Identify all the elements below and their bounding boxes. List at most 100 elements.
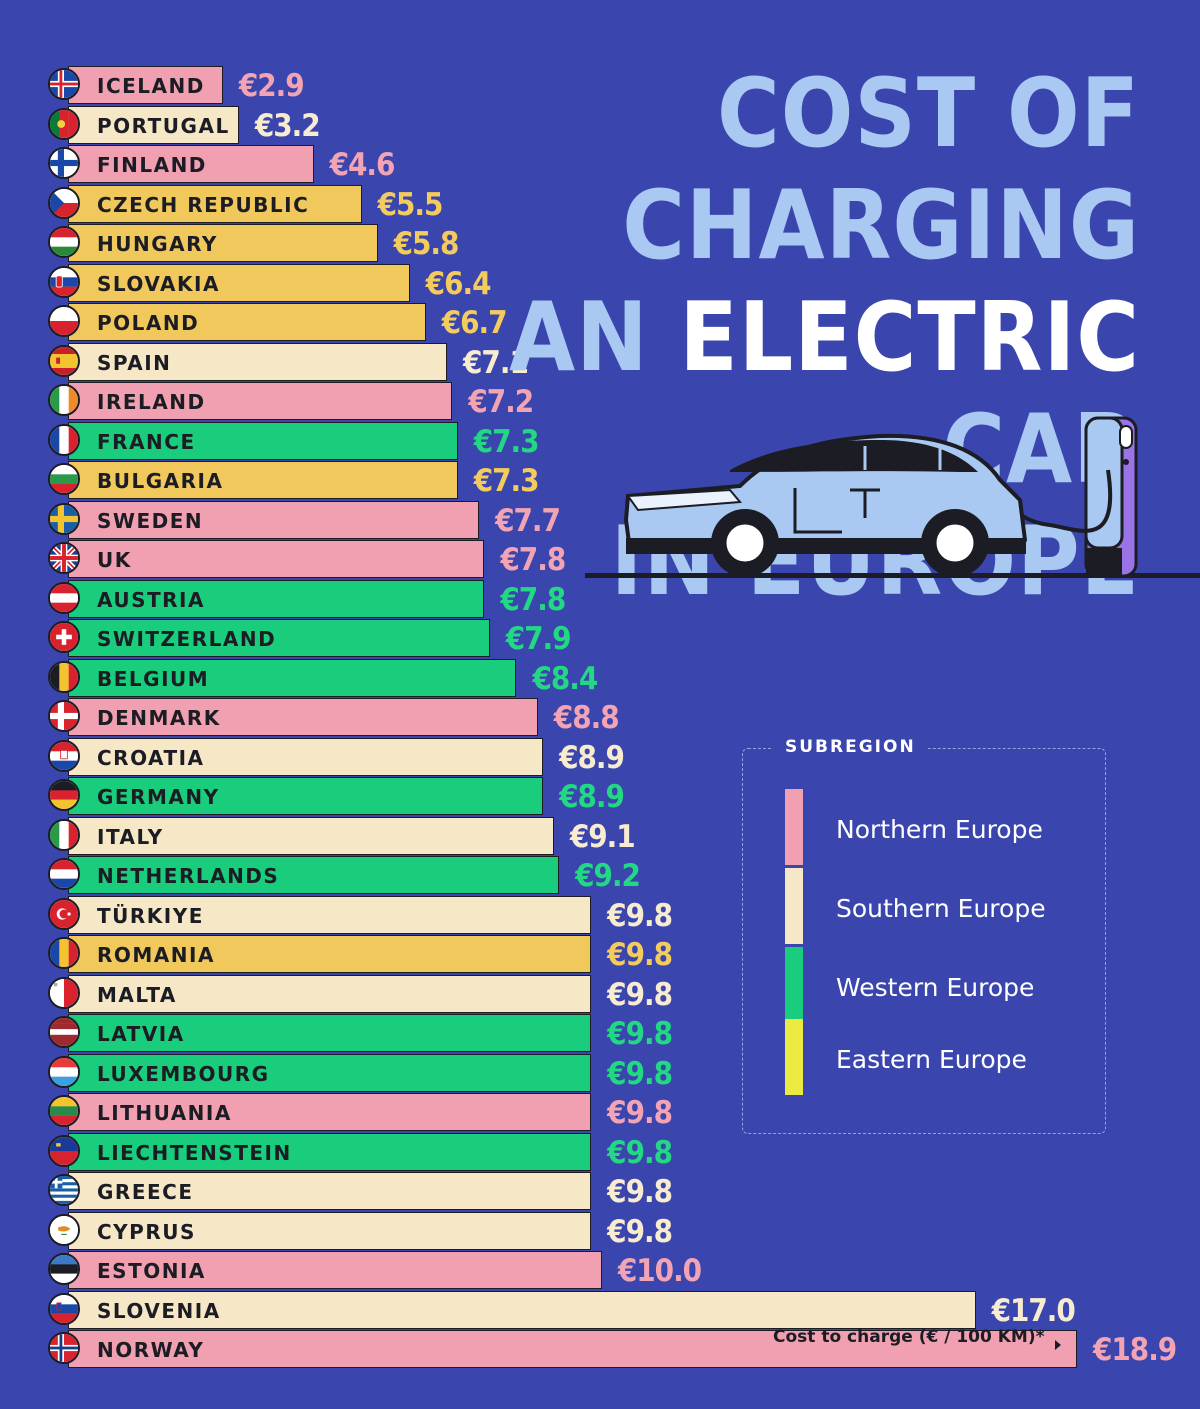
country-label: ROMANIA <box>97 943 215 967</box>
bar-row: BELGIUM €8.4 <box>48 658 616 697</box>
bar-row: HUNGARY €5.8 <box>48 224 478 262</box>
legend-swatch-southern-europe <box>785 868 803 944</box>
bar-row: LATVIA €9.8 <box>48 1014 691 1052</box>
title-line-1: COST OF CHARGING <box>622 59 1140 281</box>
ground-line <box>585 573 1200 578</box>
hungary-flag-icon <box>48 226 80 258</box>
arrow-right-icon <box>1055 1340 1061 1350</box>
bar <box>68 935 592 973</box>
country-label: LIECHTENSTEIN <box>97 1140 292 1165</box>
value-label: €7.1 <box>463 344 529 381</box>
value-label: €9.1 <box>569 818 636 855</box>
bar <box>68 105 239 144</box>
bar <box>68 184 362 223</box>
bar <box>68 1211 592 1250</box>
electric-car-icon <box>623 433 1028 577</box>
value-label: €7.9 <box>505 621 572 657</box>
value-label: €8.9 <box>559 779 625 815</box>
austria-flag-icon <box>48 581 80 614</box>
value-label: €7.3 <box>473 423 540 460</box>
value-label: €8.8 <box>553 700 620 736</box>
value-label: €9.8 <box>607 1174 673 1210</box>
latvia-flag-icon <box>48 1016 80 1048</box>
value-label: €7.7 <box>495 502 561 539</box>
country-label: FRANCE <box>97 429 196 454</box>
france-flag-icon <box>48 423 80 456</box>
value-label: €9.8 <box>607 1055 673 1092</box>
switzerland-flag-icon <box>48 621 80 653</box>
bar <box>68 579 485 618</box>
country-label: FINLAND <box>97 153 207 177</box>
bar-row: LITHUANIA €9.8 <box>48 1093 691 1131</box>
value-label: €9.8 <box>607 1016 673 1052</box>
country-label: NORWAY <box>97 1338 205 1362</box>
country-label: CZECH REPUBLIC <box>97 192 310 217</box>
italy-flag-icon <box>48 818 80 851</box>
country-label: LITHUANIA <box>97 1101 232 1125</box>
bar <box>68 1093 592 1131</box>
legend-swatch-western-europe <box>785 947 803 1023</box>
value-label: €2.9 <box>238 68 305 104</box>
bar <box>68 461 458 499</box>
value-label: €9.2 <box>575 858 641 894</box>
bar <box>68 342 448 381</box>
bar-row: SWITZERLAND €7.9 <box>48 619 590 657</box>
chart-title: COST OF CHARGING AN ELECTRIC CAR IN EURO… <box>440 58 1140 618</box>
bar-row: SWEDEN €7.7 <box>48 500 579 539</box>
country-label: ESTONIA <box>97 1259 206 1283</box>
bar-row: BULGARIA €7.3 <box>48 461 558 499</box>
sweden-flag-icon <box>48 502 80 535</box>
bar <box>68 1172 592 1210</box>
value-label: €5.8 <box>393 226 460 262</box>
liechtenstein-flag-icon <box>48 1134 80 1167</box>
legend: SUBREGION Northern Europe Southern Europ… <box>742 737 1106 1134</box>
bar <box>68 1290 976 1329</box>
malta-flag-icon <box>48 976 80 1009</box>
value-label: €7.3 <box>473 463 540 499</box>
bar <box>68 1251 602 1289</box>
country-label: NETHERLANDS <box>97 864 280 888</box>
bar-row: SPAIN €7.1 <box>48 342 547 381</box>
estonia-flag-icon <box>48 1253 80 1285</box>
value-axis-label: Cost to charge (€ / 100 KM)* <box>773 1327 1045 1347</box>
value-label: €7.8 <box>500 581 566 618</box>
bar-row: POLAND €6.7 <box>48 303 526 341</box>
bar <box>68 737 544 776</box>
norway-flag-icon <box>48 1332 80 1364</box>
bar <box>68 303 426 341</box>
value-label: €7.2 <box>468 384 534 420</box>
value-label: €9.8 <box>607 937 673 973</box>
bar-row: MALTA €9.8 <box>48 974 691 1013</box>
denmark-flag-icon <box>48 700 80 732</box>
value-label: €9.8 <box>607 1213 673 1250</box>
country-label: PORTUGAL <box>97 113 230 138</box>
greece-flag-icon <box>48 1174 80 1206</box>
legend-label-western-europe: Western Europe <box>836 973 1035 1002</box>
value-label: €6.7 <box>441 305 508 341</box>
bar <box>68 224 378 262</box>
luxembourg-flag-icon <box>48 1055 80 1088</box>
country-label: LUXEMBOURG <box>97 1061 270 1086</box>
value-label: €6.4 <box>425 265 492 302</box>
legend-item-western-europe: Western Europe <box>785 947 1085 1023</box>
bar <box>68 619 490 657</box>
ireland-flag-icon <box>48 384 80 416</box>
czech-republic-flag-icon <box>48 186 80 219</box>
netherlands-flag-icon <box>48 858 80 890</box>
bar <box>68 382 453 420</box>
bar <box>68 1053 592 1092</box>
country-label: SWITZERLAND <box>97 627 277 651</box>
value-label: €3.2 <box>254 107 321 144</box>
country-label: SWEDEN <box>97 508 204 533</box>
bar <box>68 974 592 1013</box>
bar <box>68 658 517 697</box>
legend-label-northern-europe: Northern Europe <box>836 815 1043 844</box>
bar-row: SLOVAKIA €6.4 <box>48 263 510 302</box>
bar-row: ITALY €9.1 <box>48 816 654 855</box>
cyprus-flag-icon <box>48 1213 80 1246</box>
bar-row: PORTUGAL €3.2 <box>48 105 339 144</box>
slovenia-flag-icon <box>48 1292 80 1325</box>
bar <box>68 145 314 183</box>
bar-row: CROATIA €8.9 <box>48 737 643 776</box>
